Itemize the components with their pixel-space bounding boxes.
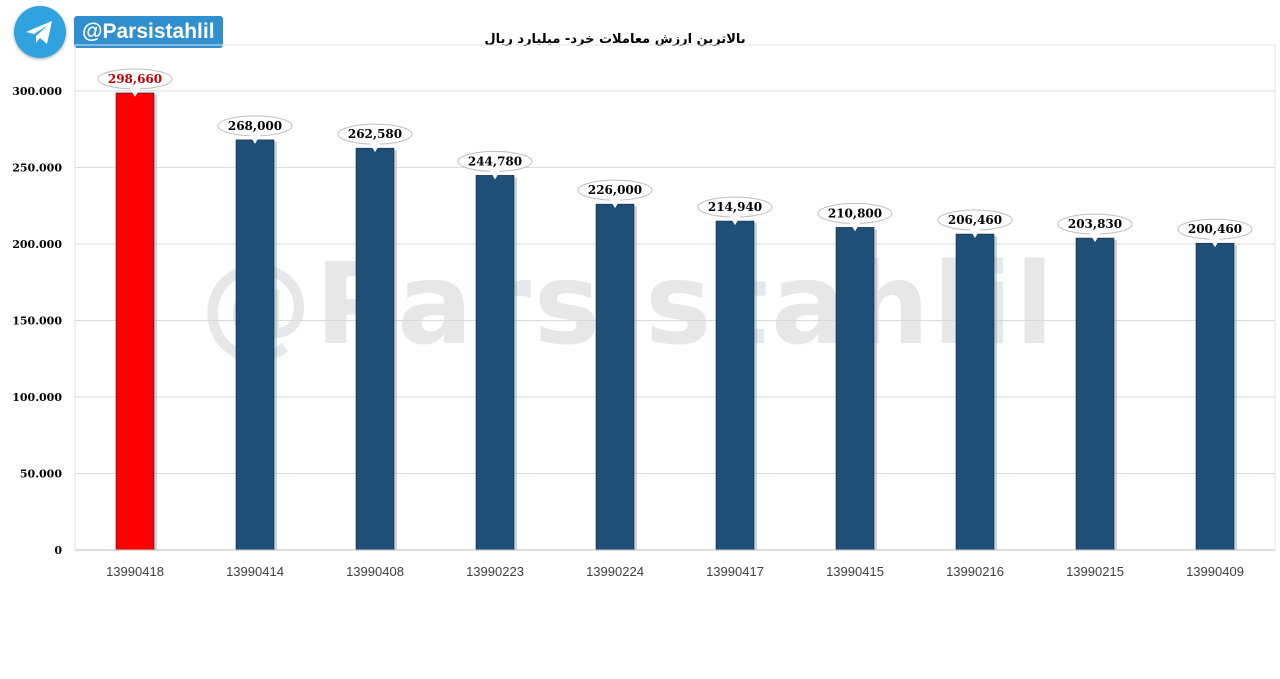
data-label: 200,460 (1188, 222, 1242, 236)
bar (835, 227, 875, 551)
data-label: 298,660 (108, 72, 162, 86)
x-tick-label: 13990216 (946, 564, 1004, 579)
data-label: 226,000 (588, 183, 642, 197)
x-tick-label: 13990224 (586, 564, 644, 579)
data-label-pointer (849, 221, 861, 232)
data-label: 268,000 (228, 119, 282, 133)
y-tick-label: 300.000 (12, 85, 62, 98)
data-label-pointer (1089, 232, 1101, 243)
data-label-pointer (729, 215, 741, 226)
y-tick-label: 0 (54, 544, 62, 557)
y-tick-label: 100.000 (12, 391, 62, 404)
y-tick-label: 250.000 (12, 161, 62, 174)
x-tick-label: 13990414 (226, 564, 284, 579)
data-label: 203,830 (1068, 217, 1122, 231)
x-tick-label: 13990415 (826, 564, 884, 579)
x-tick-label: 13990418 (106, 564, 164, 579)
data-label-pointer (249, 133, 261, 144)
telegram-icon (14, 6, 66, 58)
bar (235, 139, 275, 551)
data-label: 210,800 (828, 206, 882, 220)
bar (955, 233, 995, 551)
x-tick-label: 13990409 (1186, 564, 1244, 579)
channel-handle: @Parsistahlil (74, 16, 223, 48)
bar (595, 203, 635, 551)
y-tick-label: 150.000 (12, 314, 62, 327)
x-tick-label: 13990408 (346, 564, 404, 579)
bar (715, 220, 755, 551)
bar (475, 175, 515, 551)
data-label-pointer (1209, 237, 1221, 248)
chart-title: بالاترین ارزش معاملات خرد- میلیارد ریال (484, 32, 746, 47)
bar (1195, 242, 1235, 551)
x-tick-label: 13990417 (706, 564, 764, 579)
data-label: 206,460 (948, 213, 1002, 227)
bar (115, 92, 155, 551)
bar (355, 147, 395, 551)
data-label: 244,780 (468, 154, 522, 168)
data-label: 214,940 (708, 200, 762, 214)
data-label-pointer (489, 169, 501, 180)
y-tick-label: 50.000 (20, 467, 62, 480)
y-tick-label: 200.000 (12, 238, 62, 251)
data-label-pointer (369, 142, 381, 153)
x-tick-label: 13990223 (466, 564, 524, 579)
x-tick-label: 13990215 (1066, 564, 1124, 579)
bar (1075, 237, 1115, 551)
data-label: 262,580 (348, 127, 402, 141)
data-label-pointer (969, 228, 981, 239)
data-label-pointer (609, 198, 621, 209)
data-label-pointer (129, 86, 141, 97)
